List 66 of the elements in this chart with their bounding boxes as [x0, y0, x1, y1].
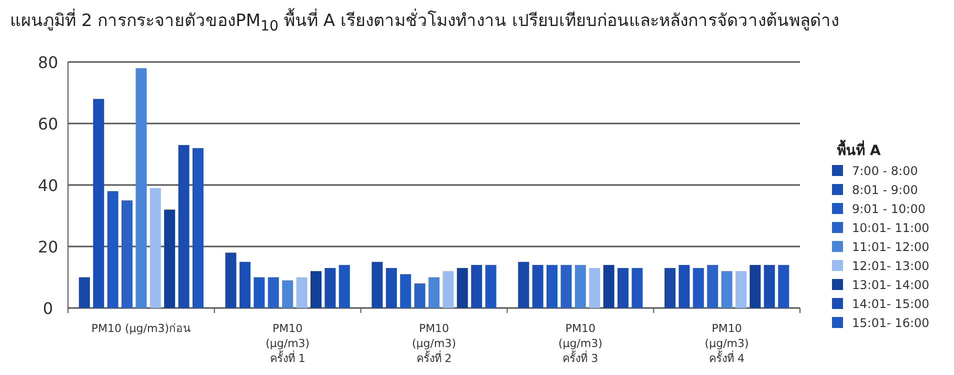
bar: [664, 268, 676, 308]
bar: [707, 264, 718, 308]
bar: [282, 280, 294, 308]
legend-label: 15:01- 16:00: [852, 316, 930, 330]
bar: [428, 277, 440, 308]
bar: [764, 264, 775, 308]
bar: [254, 277, 265, 308]
legend-label: 8:01 - 9:00: [852, 183, 918, 197]
x-tick-label: PM10 (µg/m3) ครั้งที่ 2: [412, 322, 456, 365]
bar: [736, 271, 746, 308]
bar: [400, 274, 412, 308]
bar: [310, 271, 322, 308]
legend-title: พื้นที่ A: [837, 139, 881, 159]
bar: [632, 268, 643, 308]
legend-label: 10:01- 11:00: [852, 221, 930, 235]
bar: [589, 268, 600, 308]
bar: [546, 264, 558, 308]
bar: [692, 268, 704, 308]
bar: [532, 264, 544, 308]
bar: [122, 200, 132, 308]
bar: [386, 268, 397, 308]
bar: [93, 98, 104, 308]
x-tick-label: PM10 (µg/m3) ครั้งที่ 3: [558, 322, 602, 365]
bar: [78, 277, 90, 308]
bar: [150, 188, 161, 308]
bar: [721, 271, 732, 308]
bar: [296, 277, 308, 308]
bar: [574, 264, 586, 308]
bar: [324, 268, 336, 308]
bar: [240, 262, 250, 308]
bar: [107, 191, 118, 308]
bar: [560, 264, 572, 308]
bar: [372, 262, 383, 308]
bar: [268, 277, 279, 308]
y-tick-label: 0: [42, 299, 54, 318]
y-tick-label: 40: [38, 176, 58, 195]
x-tick-label: PM10 (µg/m3)ก่อน: [91, 322, 192, 335]
bar: [164, 210, 176, 308]
legend-label: 13:01- 14:00: [852, 278, 930, 292]
bar: [750, 264, 761, 308]
bar: [192, 148, 204, 308]
bar: [225, 252, 236, 308]
bar: [414, 283, 426, 308]
bar: [136, 68, 147, 308]
bar: [678, 264, 690, 308]
legend-label: 11:01- 12:00: [852, 240, 930, 254]
legend-label: 12:01- 13:00: [852, 259, 930, 273]
y-tick-label: 80: [38, 53, 58, 72]
bar: [442, 271, 454, 308]
legend-label: 7:00 - 8:00: [852, 164, 918, 178]
bar: [471, 264, 482, 308]
bar: [178, 145, 190, 308]
chart-title: แผนภูมิที่ 2 การกระจายตัวของPM$_{10}$ พื้นที่ A เรียงตามชั่วโมงทำงาน เปรียบเทียบก่อนและหลังการจัดวางต้นพลูด่าง: [10, 7, 839, 34]
bar: [485, 264, 496, 308]
y-tick-label: 20: [38, 238, 58, 256]
bar: [338, 264, 350, 308]
bar: [603, 264, 614, 308]
x-tick-label: PM10 (µg/m3) ครั้งที่ 4: [704, 322, 749, 365]
legend-label: 9:01 - 10:00: [852, 202, 926, 216]
x-tick-label: PM10 (µg/m3) ครั้งที่ 1: [266, 322, 310, 365]
bar: [778, 264, 790, 308]
y-tick-label: 60: [38, 114, 58, 134]
bar: [518, 262, 530, 308]
bar: [456, 268, 468, 308]
legend-label: 14:01- 15:00: [852, 297, 930, 311]
bar: [618, 268, 628, 308]
